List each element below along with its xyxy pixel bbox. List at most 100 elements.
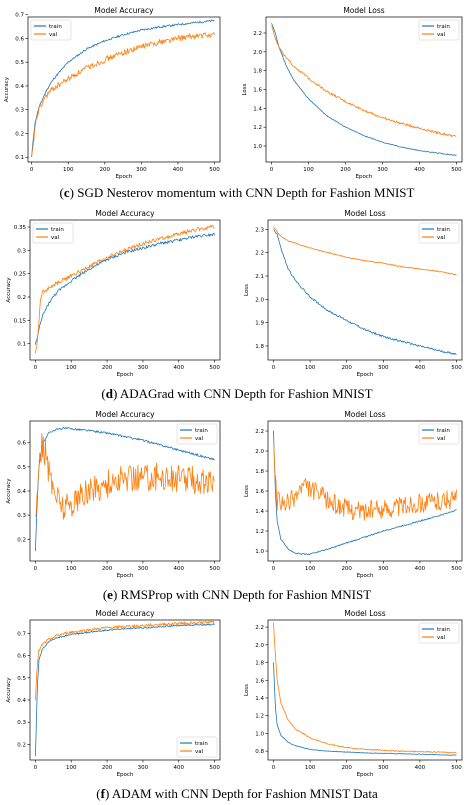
legend-label-train: train [195,428,208,434]
y-tick-label: 1.8 [255,469,264,475]
x-axis-label: Epoch [117,372,134,378]
legend-label-train: train [195,741,208,747]
x-tick-label: 0 [270,167,274,173]
y-tick-label: 1.6 [255,678,264,684]
legend-box [418,19,460,41]
x-axis-label: Epoch [357,573,374,579]
series-line-train [273,229,457,355]
series-line-train [271,23,457,157]
chart-title: Model Accuracy [95,609,155,618]
x-tick-label: 200 [341,765,352,771]
y-tick-label: 1.8 [255,344,264,350]
x-tick-label: 300 [138,566,149,572]
legend-label-val: val [49,32,58,38]
x-tick-label: 400 [415,566,426,572]
y-tick-label: 1.4 [255,696,264,702]
x-tick-label: 0 [34,765,38,771]
x-tick-label: 200 [340,167,351,173]
legend-label-train: train [49,24,62,30]
y-tick-label: 1.2 [255,714,264,720]
y-tick-label: 0.8 [255,749,264,755]
y-tick-label: 2.2 [255,625,264,631]
series-line-train [34,232,215,345]
legend: train val [418,423,460,445]
x-tick-label: 200 [100,167,111,173]
y-tick-label: 1.0 [255,731,264,737]
x-tick-label: 200 [341,566,352,572]
y-tick-label: 0.6 [17,441,26,447]
chart-title: Model Accuracy [95,410,155,419]
x-axis-label: Epoch [116,174,133,180]
chart-title: Model Loss [344,209,385,218]
y-tick-label: 1.8 [253,69,262,75]
y-tick-label: 0.3 [17,720,26,726]
x-tick-label: 100 [63,167,74,173]
x-axis-label: Epoch [357,372,374,378]
x-axis-label: Epoch [357,772,374,778]
x-axis-label: Epoch [117,772,134,778]
x-axis-label: Epoch [356,174,373,180]
x-tick-label: 500 [451,765,462,771]
series-line-val [31,31,215,155]
x-tick-label: 200 [102,566,113,572]
y-tick-label: 1.2 [253,125,262,131]
axes-frame [267,219,463,361]
legend-box [176,736,218,758]
y-tick-label: 1.6 [253,88,262,94]
x-tick-label: 300 [136,167,147,173]
y-tick-label: 0.5 [17,465,26,471]
y-tick-label: 2.2 [255,429,264,435]
y-tick-label: 2.0 [255,449,264,455]
x-tick-label: 400 [415,365,426,371]
legend-label-train: train [437,24,450,30]
y-tick-label: 1.0 [255,549,264,555]
y-tick-label: 2.2 [253,31,262,37]
series-line-val [271,26,457,138]
y-axis-label: Loss [244,684,250,696]
y-tick-label: 0.4 [17,698,26,704]
x-tick-label: 400 [174,566,185,572]
chart-c-accuracy: Model Accuracy 0 100 200 300 400 500 0.1 0.2 0.3 0… [4,6,221,180]
y-tick-label: 1.8 [255,661,264,667]
x-tick-label: 500 [209,167,220,173]
x-tick-label: 200 [102,765,113,771]
x-tick-label: 0 [272,765,276,771]
legend: train val [32,222,74,244]
x-tick-label: 100 [66,566,77,572]
y-tick-label: 1.0 [253,144,262,150]
series-line-train [273,430,457,556]
legend-box [30,19,72,41]
chart-title: Model Accuracy [94,6,154,15]
x-tick-label: 200 [341,365,352,371]
x-tick-label: 400 [174,365,185,371]
x-tick-label: 0 [272,365,276,371]
caption-f: (f) ADAM with CNN Depth for Fashion MNIS… [96,786,378,801]
legend-label-val: val [437,436,446,442]
y-tick-label: 0.2 [17,295,26,301]
x-tick-label: 100 [66,765,77,771]
y-tick-label: 1.9 [255,321,264,327]
x-tick-label: 200 [102,365,113,371]
x-tick-label: 100 [303,167,314,173]
y-tick-label: 0.1 [17,342,26,348]
series-line-val [273,622,457,754]
y-tick-label: 0.4 [15,84,24,90]
legend-label-train: train [437,627,450,633]
legend-box [418,222,460,244]
x-tick-label: 100 [305,566,316,572]
x-tick-label: 0 [34,566,38,572]
x-tick-label: 0 [30,167,34,173]
x-tick-label: 100 [305,365,316,371]
legend-box [176,423,218,445]
y-tick-label: 0.2 [17,742,26,748]
legend-box [418,622,460,644]
chart-title: Model Loss [343,6,384,15]
y-axis-label: Accuracy [4,76,10,102]
y-tick-label: 0.35 [14,225,27,231]
x-tick-label: 500 [209,765,220,771]
chart-c-loss: Model Loss 0 100 200 300 400 500 1.0 1.2 1.4 1.6 1.… [242,6,463,180]
legend: train val [30,19,72,41]
y-tick-label: 0.15 [14,318,27,324]
legend-label-train: train [51,227,64,233]
chart-f-loss: Model Loss 0 100 200 300 400 500 0.8 1.0 1.2 1.4 1.… [244,609,463,778]
